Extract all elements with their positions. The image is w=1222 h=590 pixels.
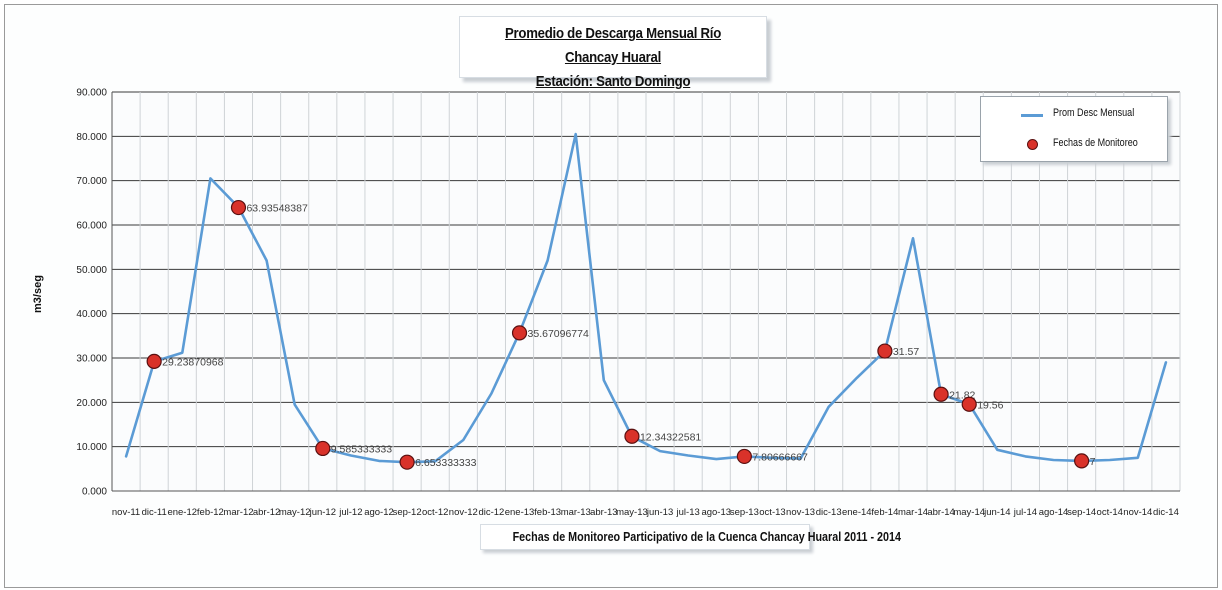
data-label: 19.56	[977, 399, 1003, 411]
x-tick-label: ago-13	[701, 507, 731, 518]
data-label: 12.34322581	[640, 431, 701, 443]
y-tick-label: 90.000	[76, 88, 107, 99]
chart-title: Promedio de Descarga Mensual Río Chancay…	[504, 25, 722, 66]
data-label: 7	[1090, 456, 1096, 468]
monitoring-point	[511, 325, 528, 341]
x-tick-label: feb-12	[197, 507, 224, 518]
series-line-prom-desc-mensual	[124, 132, 1168, 464]
data-label: 7.80666667	[752, 451, 808, 463]
x-tick-label: ago-14	[1039, 507, 1069, 518]
x-tick-label: sep-13	[730, 507, 759, 518]
y-tick-label: 80.000	[76, 132, 107, 143]
data-label: 9.585333333	[331, 443, 392, 455]
x-tick-label: nov-14	[1123, 507, 1152, 518]
x-tick-label: oct-14	[1097, 507, 1123, 518]
x-tick-label: ene-14	[842, 507, 872, 518]
x-tick-label: dic-13	[816, 507, 842, 518]
x-tick-label: feb-13	[534, 507, 561, 518]
y-tick-label: 0.000	[82, 487, 107, 498]
x-axis-title-box: Fechas de Monitoreo Participativo de la …	[480, 524, 901, 550]
x-tick-label: mar-13	[561, 507, 591, 518]
legend-item-line: Prom Desc Mensual	[981, 105, 1167, 125]
x-tick-label: dic-11	[142, 507, 167, 518]
x-tick-label: abr-12	[253, 507, 280, 518]
x-tick-label: dic-14	[1153, 507, 1179, 518]
x-tick-label: abr-13	[590, 507, 617, 518]
x-tick-label: jun-14	[983, 507, 1010, 518]
x-tick-label: may-12	[279, 507, 311, 518]
x-tick-label: mar-12	[223, 507, 253, 518]
monitoring-point	[933, 386, 949, 402]
data-label: 29.23870968	[162, 356, 223, 368]
legend-label-markers: Fechas de Monitoreo	[1053, 137, 1138, 149]
legend: Prom Desc Mensual Fechas de Monitoreo	[980, 96, 1168, 162]
x-tick-label: may-14	[953, 507, 985, 518]
x-axis-title: Fechas de Monitoreo Participativo de la …	[512, 530, 901, 544]
monitoring-point	[736, 448, 752, 465]
x-tick-label: oct-13	[759, 507, 785, 518]
y-tick-label: 40.000	[76, 309, 107, 320]
data-label: 31.57	[893, 346, 919, 358]
x-tick-label: mar-14	[898, 507, 928, 518]
monitoring-point	[1074, 453, 1090, 469]
x-tick-label: jun-12	[309, 507, 336, 518]
x-tick-label: jun-13	[646, 507, 673, 518]
legend-label-line: Prom Desc Mensual	[1053, 107, 1135, 119]
y-tick-label: 30.000	[76, 354, 107, 365]
x-tick-label: sep-14	[1067, 507, 1096, 518]
y-tick-label: 60.000	[76, 221, 107, 232]
x-tick-label: oct-12	[422, 507, 448, 518]
data-label: 6.653333333	[415, 457, 476, 469]
monitoring-point	[315, 440, 331, 457]
x-tick-label: ago-12	[364, 507, 394, 518]
data-label: 63.93548387	[246, 203, 307, 215]
y-tick-label: 70.000	[76, 176, 107, 187]
y-tick-label: 50.000	[76, 265, 107, 276]
chart-subtitle: Estación: Santo Domingo	[535, 73, 691, 90]
legend-line-swatch	[1021, 114, 1043, 117]
x-tick-label: dic-12	[478, 507, 504, 518]
x-tick-label: jul-13	[676, 507, 700, 518]
chart-title-box: Promedio de Descarga Mensual Río Chancay…	[459, 16, 767, 90]
x-tick-label: ene-12	[167, 507, 197, 518]
x-tick-label: abr-14	[927, 507, 954, 518]
x-tick-label: ene-13	[505, 507, 535, 518]
y-axis-title: m3/seg	[32, 275, 44, 313]
y-tick-label: 10.000	[76, 442, 107, 453]
x-tick-label: may-13	[616, 507, 648, 518]
y-tick-label: 20.000	[76, 398, 107, 409]
x-tick-label: feb-14	[871, 507, 898, 518]
legend-marker-swatch	[1027, 139, 1038, 150]
monitoring-point	[624, 428, 640, 444]
monitoring-point	[146, 353, 162, 369]
x-tick-label: nov-13	[786, 507, 815, 518]
monitoring-point	[961, 396, 977, 412]
x-tick-label: sep-12	[393, 507, 422, 518]
x-tick-label: nov-12	[449, 507, 478, 518]
legend-item-markers: Fechas de Monitoreo	[981, 135, 1167, 155]
x-tick-label: jul-12	[338, 507, 362, 518]
x-tick-label: jul-14	[1013, 507, 1037, 518]
data-label: 35.67096774	[528, 328, 589, 340]
monitoring-point	[230, 199, 247, 216]
x-tick-label: nov-11	[112, 507, 140, 518]
monitoring-point	[877, 343, 893, 359]
monitoring-point	[399, 454, 415, 470]
